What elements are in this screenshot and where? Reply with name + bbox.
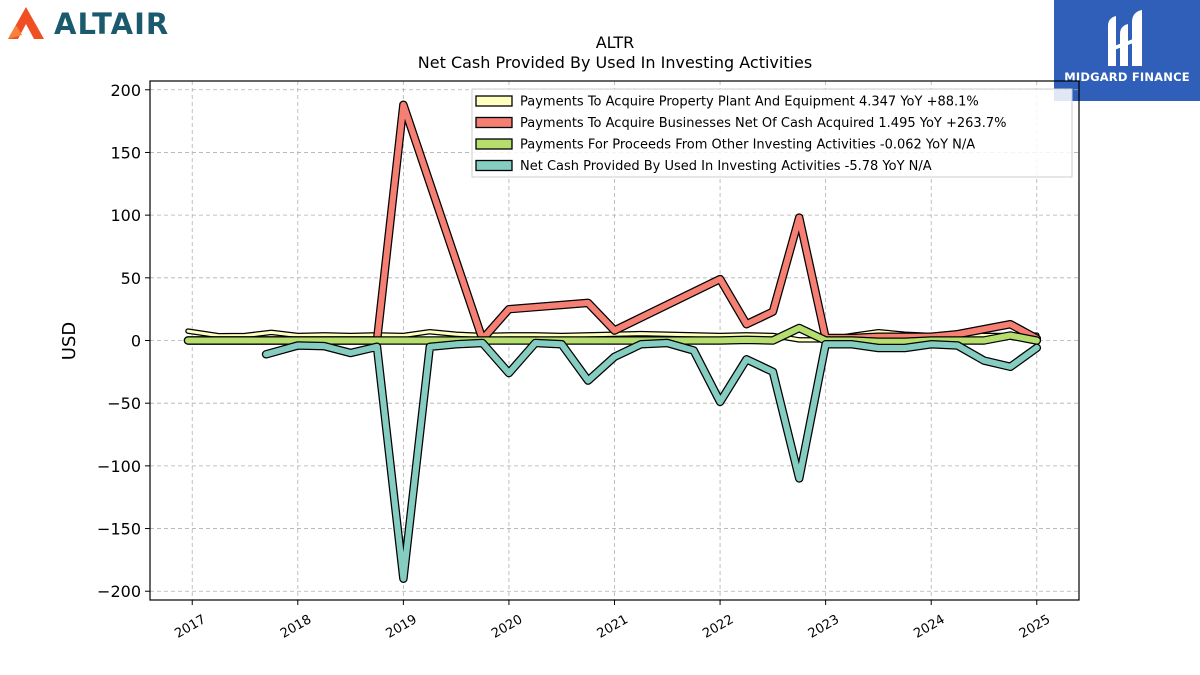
x-tick-label: 2017 bbox=[172, 612, 208, 642]
chart-subtitle: Net Cash Provided By Used In Investing A… bbox=[418, 53, 812, 72]
x-tick-label: 2022 bbox=[700, 612, 736, 642]
y-tick-label: −150 bbox=[97, 520, 141, 539]
midgard-finance-logo: MIDGARD FINANCE bbox=[1054, 0, 1200, 101]
series-lines bbox=[183, 100, 1042, 583]
x-tick-label: 2019 bbox=[384, 612, 420, 642]
y-tick-label: −50 bbox=[107, 394, 141, 413]
series-line-stroke bbox=[185, 325, 1040, 345]
x-tick-label: 2018 bbox=[278, 612, 314, 642]
series-line bbox=[261, 338, 1042, 583]
altair-logo-text: ALTAIR bbox=[54, 7, 170, 41]
y-tick-label: −200 bbox=[97, 582, 141, 601]
altair-logo: ALTAIR bbox=[6, 4, 169, 44]
legend-box bbox=[471, 88, 1073, 178]
legend-swatch bbox=[475, 138, 513, 150]
midgard-finance-text: MIDGARD FINANCE bbox=[1064, 70, 1190, 84]
midgard-finance-mark-icon bbox=[1108, 10, 1142, 66]
chart-title: ALTR bbox=[596, 33, 635, 52]
x-tick-label: 2025 bbox=[1017, 612, 1053, 642]
series-line-stroke bbox=[263, 340, 1040, 582]
x-axis: 2017 2018 2019 2020 2021 2022 2023 2024 2025 bbox=[172, 600, 1053, 642]
legend-swatch bbox=[475, 116, 513, 129]
series-line bbox=[183, 323, 1042, 347]
x-tick-label: 2023 bbox=[806, 612, 842, 642]
x-tick-label: 2021 bbox=[595, 612, 631, 642]
x-tick-label: 2020 bbox=[489, 612, 525, 642]
legend: Payments To Acquire Property Plant And E… bbox=[471, 88, 1073, 178]
x-tick-label: 2024 bbox=[911, 612, 947, 642]
altair-triangle-icon bbox=[8, 7, 44, 39]
y-tick-label: 0 bbox=[131, 332, 141, 351]
legend-label: Net Cash Provided By Used In Investing A… bbox=[520, 159, 932, 174]
y-axis-label: USD bbox=[59, 322, 80, 360]
y-tick-label: 100 bbox=[110, 206, 141, 225]
legend-item: Payments For Proceeds From Other Investi… bbox=[475, 138, 975, 153]
y-tick-label: 150 bbox=[110, 143, 141, 162]
legend-label: Payments To Acquire Businesses Net Of Ca… bbox=[520, 116, 1006, 131]
y-axis: −200 −150 −100 −50 0 50 100 150 200 bbox=[97, 81, 150, 601]
legend-item: Payments To Acquire Businesses Net Of Ca… bbox=[475, 116, 1006, 131]
y-tick-label: 50 bbox=[121, 269, 141, 288]
y-tick-label: −100 bbox=[97, 457, 141, 476]
legend-label: Payments For Proceeds From Other Investi… bbox=[520, 138, 975, 153]
legend-item: Net Cash Provided By Used In Investing A… bbox=[475, 159, 932, 174]
legend-swatch bbox=[475, 159, 513, 172]
y-tick-label: 200 bbox=[110, 81, 141, 100]
legend-item: Payments To Acquire Property Plant And E… bbox=[475, 95, 979, 110]
legend-label: Payments To Acquire Property Plant And E… bbox=[520, 95, 979, 110]
legend-swatch bbox=[475, 95, 513, 107]
